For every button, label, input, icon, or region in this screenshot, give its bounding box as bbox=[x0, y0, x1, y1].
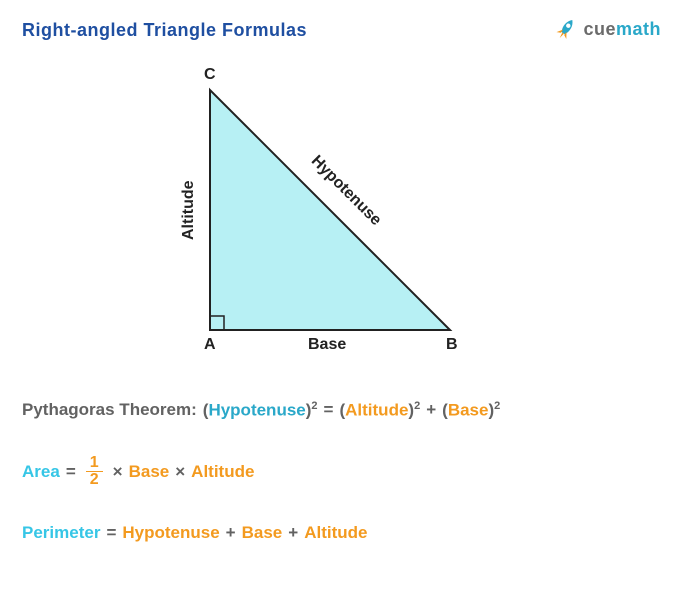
area-label: Area bbox=[22, 462, 60, 482]
alt-squared: (Altitude)2 bbox=[339, 400, 420, 421]
perimeter-line: Perimeter = Hypotenuse + Base + Altitude bbox=[22, 523, 662, 543]
equals-sign: = bbox=[66, 462, 76, 482]
equals-sign: = bbox=[106, 523, 116, 543]
area-line: Area = 1 2 × Base × Altitude bbox=[22, 455, 662, 490]
perimeter-base: Base bbox=[242, 523, 283, 543]
rocket-icon bbox=[553, 16, 579, 42]
altitude-label: Altitude bbox=[180, 180, 198, 240]
triangle-diagram: C A B Altitude Base Hypotenuse bbox=[180, 70, 480, 370]
vertex-c-label: C bbox=[204, 66, 216, 84]
plus-sign: + bbox=[288, 523, 298, 543]
perimeter-label: Perimeter bbox=[22, 523, 100, 543]
hyp-squared: (Hypotenuse)2 bbox=[203, 400, 318, 421]
vertex-b-label: B bbox=[446, 336, 458, 354]
times-sign: × bbox=[113, 462, 123, 482]
perimeter-alt: Altitude bbox=[304, 523, 367, 543]
equals-sign: = bbox=[324, 400, 334, 420]
base-squared: (Base)2 bbox=[442, 400, 500, 421]
plus-sign: + bbox=[426, 400, 436, 420]
logo-math: math bbox=[616, 19, 661, 39]
logo-cue: cue bbox=[583, 19, 616, 39]
formulas-block: Pythagoras Theorem: (Hypotenuse)2 = (Alt… bbox=[22, 400, 662, 543]
times-sign: × bbox=[175, 462, 185, 482]
perimeter-hyp: Hypotenuse bbox=[122, 523, 219, 543]
brand-logo: cuemath bbox=[553, 16, 661, 42]
vertex-a-label: A bbox=[204, 336, 216, 354]
page-title: Right-angled Triangle Formulas bbox=[22, 20, 307, 41]
fraction-denominator: 2 bbox=[86, 472, 103, 489]
area-base: Base bbox=[129, 462, 170, 482]
pythagoras-line: Pythagoras Theorem: (Hypotenuse)2 = (Alt… bbox=[22, 400, 662, 421]
fraction-numerator: 1 bbox=[86, 455, 103, 473]
one-half-fraction: 1 2 bbox=[86, 455, 103, 490]
base-label: Base bbox=[308, 336, 346, 354]
pythagoras-label: Pythagoras Theorem: bbox=[22, 400, 197, 420]
area-altitude: Altitude bbox=[191, 462, 254, 482]
plus-sign: + bbox=[226, 523, 236, 543]
